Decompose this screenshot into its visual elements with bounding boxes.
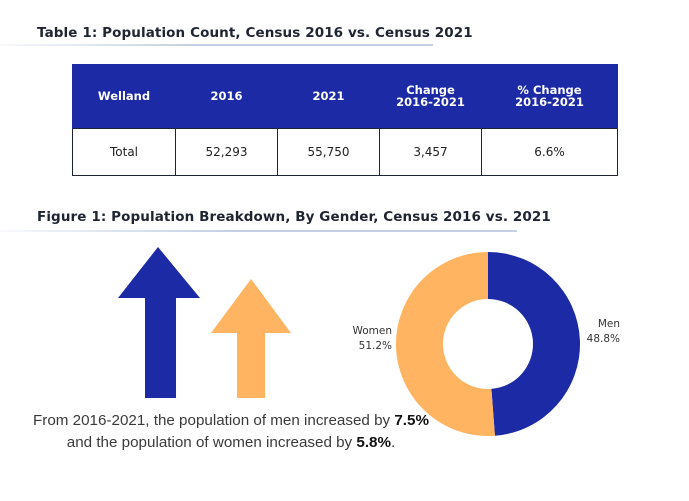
men-growth-value: 7.5% <box>394 412 429 429</box>
figure-title-underline <box>0 230 517 232</box>
cell-pct-change: 6.6% <box>481 128 618 176</box>
header-change: Change 2016-2021 <box>379 64 482 129</box>
label-men: Men 48.8% <box>580 317 620 347</box>
table-header-row: Welland 2016 2021 Change 2016-2021 % Chan… <box>72 64 618 129</box>
table-title: Table 1: Population Count, Census 2016 v… <box>37 25 473 41</box>
women-growth-value: 5.8% <box>356 433 391 451</box>
cell-total-label: Total <box>72 128 176 176</box>
figure-title: Figure 1: Population Breakdown, By Gende… <box>37 209 551 225</box>
header-pct-change: % Change 2016-2021 <box>481 64 618 129</box>
label-men-name: Men <box>597 318 620 330</box>
label-women-name: Women <box>352 325 392 337</box>
table-row: Total 52,293 55,750 3,457 6.6% <box>72 128 618 176</box>
cell-2021: 55,750 <box>277 128 380 176</box>
cell-2016: 52,293 <box>175 128 278 176</box>
men-up-arrow-icon <box>118 247 200 398</box>
label-women-value: 51.2% <box>358 340 392 352</box>
women-up-arrow-icon <box>211 279 291 398</box>
cell-change: 3,457 <box>379 128 482 176</box>
donut-slice-men <box>488 252 581 436</box>
growth-caption: From 2016-2021, the population of men in… <box>33 412 429 451</box>
label-men-value: 48.8% <box>586 333 620 345</box>
population-table: Welland 2016 2021 Change 2016-2021 % Chan… <box>72 64 618 176</box>
header-2021: 2021 <box>277 64 380 129</box>
donut-slice-women <box>396 252 495 436</box>
label-women: Women 51.2% <box>332 324 392 354</box>
table-title-underline <box>0 44 433 46</box>
gender-donut-chart <box>396 252 581 436</box>
